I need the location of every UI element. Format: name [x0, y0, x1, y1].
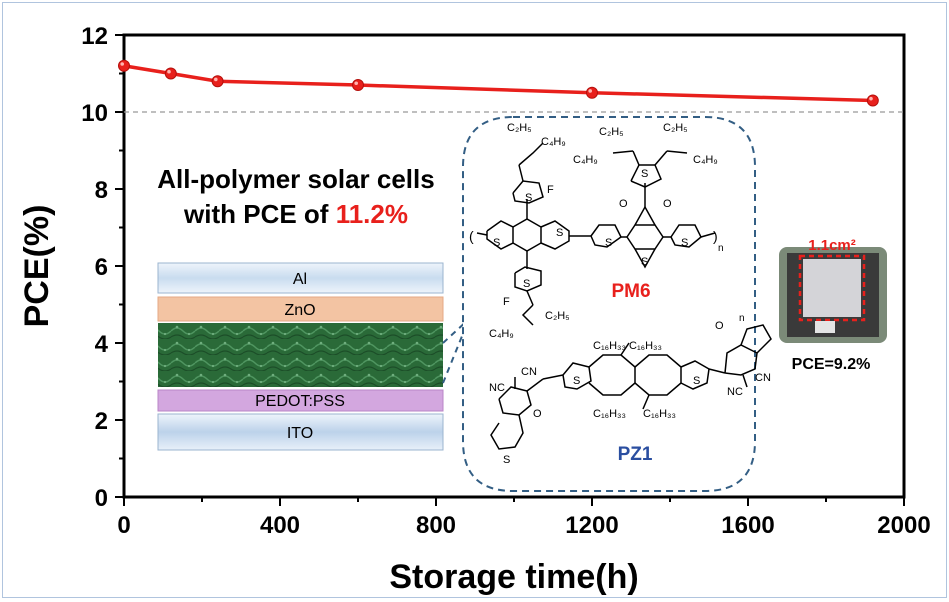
pz1-c16h33-3: C₁₆H₃₃	[593, 408, 626, 420]
pm6-s-5: S	[523, 278, 530, 290]
data-point	[586, 86, 598, 99]
data-point-highlight	[588, 89, 592, 93]
pz1-label: PZ1	[618, 444, 653, 465]
x-tick-label: 1600	[721, 512, 774, 539]
layer-zno-label: ZnO	[284, 302, 315, 319]
molecule-box: ( ) n C₂H₅ C₄H₉ F S S S S S F C₂H₅ C₄H₉ …	[462, 116, 772, 492]
pz1-s-3: S	[503, 454, 510, 466]
pz1-cn-1: CN	[521, 366, 537, 378]
x-tick-label: 400	[260, 512, 300, 539]
data-point-highlight	[354, 81, 359, 86]
data-point-highlight	[214, 77, 218, 82]
data-point-highlight	[869, 96, 873, 101]
pz1-o-2: O	[715, 320, 724, 332]
y-tick-label: 10	[81, 100, 108, 127]
active-layer	[158, 323, 443, 387]
pz1-c16h33-4: C₁₆H₃₃	[643, 408, 676, 420]
pz1-cn-2: CN	[755, 372, 771, 384]
headline-prefix: with PCE of	[183, 199, 336, 229]
layer-ito	[157, 413, 444, 451]
layer-al	[157, 262, 444, 294]
pm6-s-3: S	[493, 237, 500, 249]
data-point	[352, 79, 364, 92]
x-ticks: 0 400 800 1200 1600 2000	[117, 497, 931, 539]
pz1-n-label: n	[739, 313, 745, 324]
pm6-structure	[476, 142, 716, 326]
y-tick-label: 0	[95, 485, 108, 512]
pm6-f-1: F	[547, 184, 554, 196]
pm6-s-1: S	[525, 192, 532, 204]
device-area-label: 1.1cm²	[808, 237, 856, 254]
x-tick-label: 1200	[565, 512, 618, 539]
pz1-structure	[490, 324, 772, 450]
pm6-s-6: S	[641, 168, 648, 180]
molecule-box-outline	[462, 116, 756, 492]
layer-pedot-label: PEDOT:PSS	[255, 393, 345, 410]
y-ticks: 0 2 4 6 8 10 12	[81, 23, 124, 512]
pm6-bracket-left: (	[469, 228, 474, 244]
data-point	[866, 94, 879, 107]
layer-pedot	[157, 389, 444, 412]
y-tick-label: 8	[95, 177, 108, 204]
pz1-c16h33-2: C₁₆H₃₃	[629, 340, 662, 352]
headline-highlight: 11.2%	[336, 199, 408, 229]
series-layer	[118, 59, 879, 107]
pm6-s-2: S	[556, 227, 563, 239]
device-stack: Al ZnO PEDOT:PSS ITO	[157, 262, 470, 451]
photo-electrode	[803, 259, 861, 317]
pm6-o-2: O	[663, 198, 672, 210]
y-tick-label: 6	[95, 254, 108, 281]
x-axis-label: Storage time(h)	[389, 558, 638, 596]
photo-contact	[815, 321, 835, 333]
pm6-f-2: F	[503, 296, 510, 308]
pz1-nc-2: NC	[727, 386, 743, 398]
layer-zno	[157, 296, 444, 322]
connector-line-top	[442, 318, 470, 344]
pz1-o-1: O	[533, 408, 542, 420]
pm6-s-4: S	[605, 237, 612, 249]
layer-ito-label: ITO	[287, 425, 313, 442]
pm6-o-1: O	[619, 198, 628, 210]
pz1-nc-1: NC	[489, 382, 505, 394]
pm6-c4h9-1: C₄H₉	[541, 136, 566, 148]
pm6-c2h5-2: C₂H₅	[545, 310, 570, 322]
layer-al-label: Al	[293, 271, 307, 288]
y-tick-label: 2	[95, 408, 108, 435]
pm6-c2h5-1: C₂H₅	[507, 122, 532, 134]
headline-line-1: All-polymer solar cells	[157, 164, 434, 194]
headline-line-2: with PCE of 11.2%	[183, 199, 408, 229]
pm6-c4h9-3: C₄H₉	[573, 154, 598, 166]
pm6-c2h5-4: C₂H₅	[663, 122, 688, 134]
chart-canvas: 0 400 800 1200 1600 2000 0 2 4 6 8 10 12 Storage ti…	[18, 23, 931, 596]
pm6-s-8: S	[681, 237, 688, 249]
pz1-s-1: S	[573, 375, 580, 387]
series-line	[123, 64, 873, 103]
device-photo: 1.1cm² PCE=9.2%	[779, 237, 887, 373]
pm6-n-label: n	[718, 243, 724, 254]
pm6-c4h9-2: C₄H₉	[489, 328, 514, 340]
pm6-c4h9-4: C₄H₉	[693, 154, 718, 166]
pm6-label: PM6	[611, 281, 650, 302]
data-point-highlight	[167, 69, 171, 74]
y-axis-label: PCE(%)	[18, 205, 56, 328]
data-point	[164, 67, 177, 80]
pz1-s-2: S	[693, 375, 700, 387]
device-pce-label: PCE=9.2%	[792, 356, 871, 373]
pm6-c2h5-3: C₂H₅	[599, 126, 624, 138]
photo-area-box	[798, 254, 866, 322]
x-tick-label: 800	[416, 512, 456, 539]
pm6-bracket-right: )	[713, 228, 718, 244]
y-tick-label: 12	[81, 23, 108, 50]
x-tick-label: 0	[117, 512, 130, 539]
data-point	[211, 75, 224, 88]
data-point	[118, 59, 130, 72]
x-tick-label: 2000	[877, 512, 930, 539]
y-tick-label: 4	[95, 331, 109, 358]
pm6-s-7: S	[641, 256, 648, 268]
data-point-highlight	[120, 62, 124, 66]
pz1-c16h33-1: C₁₆H₃₃	[593, 340, 626, 352]
